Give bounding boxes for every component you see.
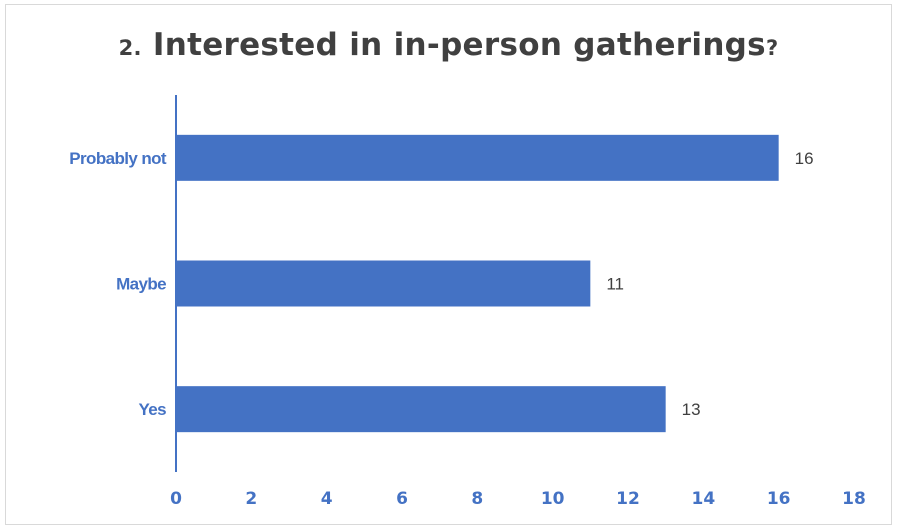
x-tick-label-0: 0 [170,489,182,509]
x-tick-label-12: 12 [616,489,640,509]
bar-maybe [176,260,591,307]
x-tick-label-16: 16 [767,489,791,509]
x-tick-label-18: 18 [842,489,866,509]
bar-probably-not [176,134,779,181]
x-tick-label-10: 10 [541,489,565,509]
x-tick-label-4: 4 [321,489,333,509]
x-tick-label-2: 2 [245,489,257,509]
data-label-maybe: 11 [606,275,624,294]
title-text: Interested in in-person gatherings [152,27,766,63]
data-label-probably-not: 16 [795,149,814,168]
bar-yes [176,386,666,433]
chart-title: 2. Interested in in-person gatherings? [6,27,891,63]
category-label-probably-not: Probably not [69,149,167,168]
x-tick-label-8: 8 [471,489,483,509]
x-tick-label-6: 6 [396,489,408,509]
category-label-maybe: Maybe [116,275,166,294]
x-tick-label-14: 14 [691,489,715,509]
title-number: 2. [118,36,142,60]
data-label-yes: 13 [682,400,701,419]
category-label-yes: Yes [138,400,166,419]
title-suffix: ? [765,36,779,60]
